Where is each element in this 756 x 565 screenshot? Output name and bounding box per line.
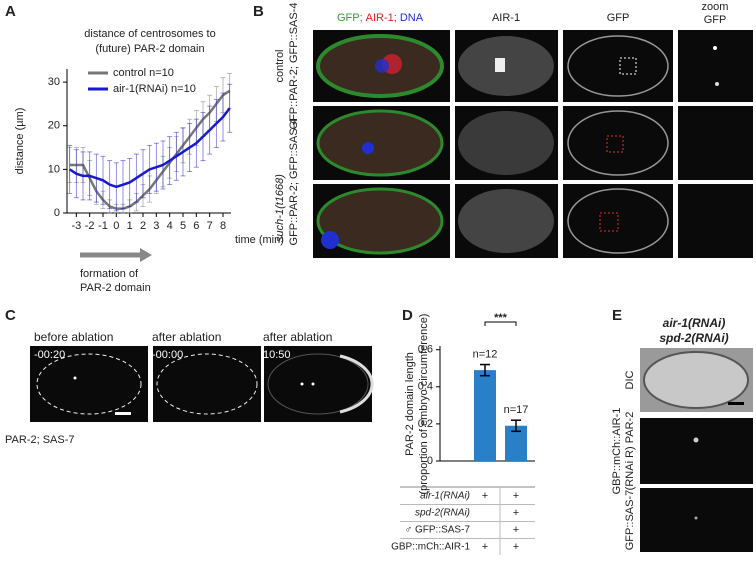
chart-title: (future) PAR-2 domain bbox=[95, 43, 204, 55]
panel-e-images bbox=[640, 348, 753, 552]
annotation: PAR-2 domain bbox=[80, 282, 151, 294]
significance: *** bbox=[494, 312, 508, 324]
x-tick-label: -3 bbox=[71, 220, 81, 232]
table-cell: + bbox=[482, 541, 488, 553]
x-tick-label: 7 bbox=[207, 220, 213, 232]
x-tick-label: -1 bbox=[98, 220, 108, 232]
y-tick-label: 30 bbox=[48, 76, 60, 88]
table-cell: + bbox=[513, 507, 519, 519]
column-header: after ablation bbox=[152, 330, 221, 344]
y-tick-label: 20 bbox=[48, 120, 60, 132]
header-part: DNA bbox=[400, 12, 424, 24]
bar bbox=[505, 425, 527, 461]
chart-title: distance of centrosomes to bbox=[84, 28, 215, 40]
rotated-label: control bbox=[274, 49, 286, 82]
timestamp: -00:20 bbox=[34, 349, 65, 361]
panel-title: air-1(RNAi) bbox=[663, 316, 726, 330]
table-row-label: ♂ GFP::SAS-7 bbox=[405, 525, 471, 536]
bar bbox=[474, 370, 496, 461]
table-cell: + bbox=[513, 490, 519, 502]
series-line bbox=[68, 107, 231, 189]
y-tick-label: 0 bbox=[54, 207, 60, 219]
rotated-label: DIC bbox=[624, 370, 636, 389]
annotation: formation of bbox=[80, 268, 139, 280]
significance-bracket bbox=[484, 321, 517, 326]
table-cell: + bbox=[513, 524, 519, 536]
x-tick-label: 8 bbox=[220, 220, 226, 232]
column-header: zoom bbox=[702, 1, 729, 13]
panel-letter: A bbox=[5, 3, 16, 20]
table-row-label: air-1(RNAi) bbox=[420, 491, 470, 502]
rotated-label: PAR-2 domain length bbox=[404, 352, 416, 456]
column-header: GFP bbox=[607, 12, 630, 24]
x-tick-label: 5 bbox=[180, 220, 186, 232]
column-header: GFP bbox=[704, 14, 727, 26]
rotated-label: (RNAi R) PAR-2 bbox=[624, 412, 636, 491]
y-tick-label: 0.4 bbox=[418, 381, 433, 393]
x-tick-label: 1 bbox=[127, 220, 133, 232]
table-cell: + bbox=[482, 490, 488, 502]
rotated-label: such-1(t1668) bbox=[274, 174, 286, 242]
header-part: GFP; bbox=[337, 12, 363, 24]
table-row-label: GBP::mCh::AIR-1 bbox=[391, 542, 470, 553]
y-tick-label: 0.6 bbox=[418, 344, 433, 356]
table-row-label: spd-2(RNAi) bbox=[415, 508, 470, 519]
panel-letter: B bbox=[253, 3, 264, 20]
panel-letter: C bbox=[5, 307, 16, 324]
panel-letter: E bbox=[612, 307, 622, 324]
x-tick-label: 6 bbox=[193, 220, 199, 232]
panel-title: spd-2(RNAi) bbox=[659, 331, 728, 345]
column-header: GFP; AIR-1; DNA bbox=[337, 12, 424, 24]
rotated-label: GFP::PAR-2; GFP::SAS-4 bbox=[288, 119, 300, 246]
x-tick-label: -2 bbox=[85, 220, 95, 232]
x-tick-label: 2 bbox=[140, 220, 146, 232]
timestamp: -00:00 bbox=[152, 349, 183, 361]
panel-letter: D bbox=[402, 307, 413, 324]
table-cell: + bbox=[513, 541, 519, 553]
column-header: before ablation bbox=[34, 330, 113, 344]
y-tick-label: 10 bbox=[48, 163, 60, 175]
arrowhead bbox=[140, 248, 152, 262]
x-tick-label: 0 bbox=[113, 220, 119, 232]
legend-label: control n=10 bbox=[113, 67, 174, 79]
timestamp: 10:50 bbox=[263, 349, 291, 361]
data-label: n=12 bbox=[473, 348, 498, 360]
rotated-label: GFP::SAS-7 bbox=[624, 490, 636, 551]
y-tick-label: 0.2 bbox=[418, 418, 433, 430]
x-tick-label: 3 bbox=[153, 220, 159, 232]
header-part: AIR-1; bbox=[366, 12, 397, 24]
rotated-label: GFP::PAR-2; GFP::SAS-4 bbox=[288, 3, 300, 130]
x-axis-label: time (min) bbox=[235, 234, 284, 246]
panel-b-images bbox=[313, 30, 753, 258]
legend-label: air-1(RNAi) n=10 bbox=[113, 83, 196, 95]
rotated-label: GBP::mCh::AIR-1 bbox=[611, 408, 623, 495]
y-tick-label: 0 bbox=[427, 455, 433, 467]
rotated-label: distance (µm) bbox=[14, 108, 26, 175]
data-label: n=17 bbox=[504, 404, 529, 416]
rotated-label: (proportion of embryo circumference) bbox=[418, 314, 430, 495]
caption: PAR-2; SAS-7 bbox=[5, 434, 75, 446]
column-header: AIR-1 bbox=[492, 12, 520, 24]
x-tick-label: 4 bbox=[167, 220, 173, 232]
column-header: after ablation bbox=[263, 330, 332, 344]
panel-c-images bbox=[30, 346, 374, 422]
